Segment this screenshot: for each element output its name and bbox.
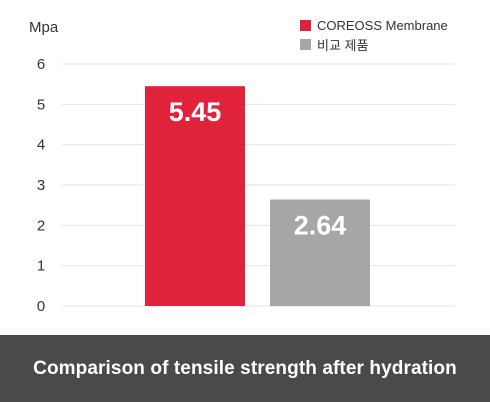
- bar-chart: 0 1 2 3 4 5 6 5.45 2.64: [37, 56, 455, 315]
- bar-0: [145, 86, 245, 306]
- bar-value-label-0: 5.45: [169, 97, 222, 127]
- y-tick-label: 4: [37, 137, 45, 154]
- y-tick-label: 0: [37, 298, 45, 315]
- caption-bar: Comparison of tensile strength after hyd…: [0, 335, 490, 402]
- chart-caption: Comparison of tensile strength after hyd…: [33, 357, 457, 379]
- legend-swatch-coreoss: [300, 20, 311, 31]
- legend-label-comparison: 비교 제품: [317, 38, 369, 53]
- y-tick-label: 3: [37, 177, 45, 194]
- y-tick-label: 1: [37, 258, 45, 275]
- chart-legend: COREOSS Membrane 비교 제품: [300, 16, 448, 54]
- legend-swatch-comparison: [300, 39, 311, 50]
- legend-label-coreoss: COREOSS Membrane: [317, 18, 448, 33]
- legend-item-comparison: 비교 제품: [300, 35, 448, 54]
- y-tick-label: 5: [37, 96, 45, 113]
- bar-1: [270, 199, 370, 306]
- legend-item-coreoss: COREOSS Membrane: [300, 16, 448, 35]
- bar-value-label-1: 2.64: [294, 211, 347, 241]
- y-axis-unit-label: Mpa: [29, 19, 59, 36]
- y-tick-label: 6: [37, 56, 45, 73]
- y-tick-label: 2: [37, 217, 45, 234]
